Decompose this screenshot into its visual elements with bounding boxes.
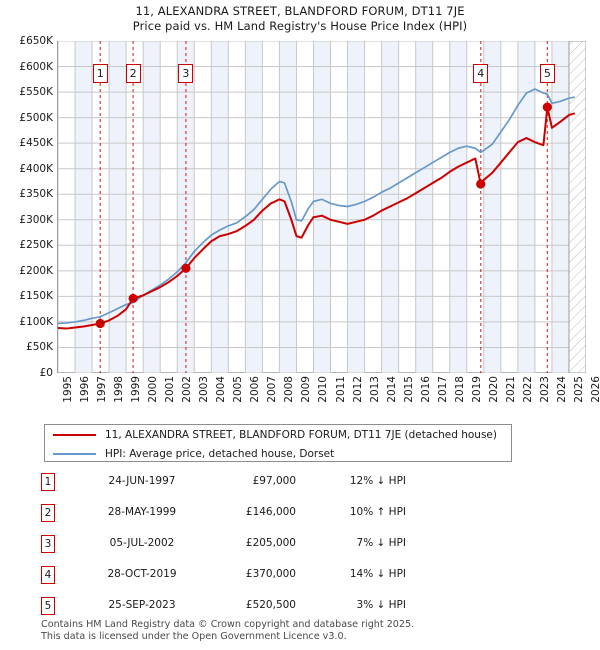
table-row[interactable]: 4 28-OCT-2019 £370,000 14% ↓ HPI — [41, 563, 441, 594]
txn-date: 24-JUN-1997 — [108, 475, 176, 487]
x-tick-label: 2023 — [538, 376, 551, 403]
y-axis: £0 £50K £100K £150K £200K £250K £300K £350K £400… — [0, 35, 53, 379]
x-tick-label: 2022 — [521, 376, 534, 403]
chart-marker-flag-2[interactable]: 2 — [125, 64, 141, 83]
x-tick-label: 2024 — [555, 376, 568, 403]
x-tick-label: 2007 — [266, 376, 279, 403]
txn-date: 28-OCT-2019 — [107, 568, 177, 580]
x-tick-label: 2016 — [419, 376, 432, 403]
x-tick-label: 2019 — [470, 376, 483, 403]
title-line-2: Price paid vs. HM Land Registry's House … — [132, 19, 468, 33]
chart-marker-flag-3[interactable]: 3 — [178, 64, 194, 83]
x-tick-label: 2015 — [402, 376, 415, 403]
txn-price: £520,500 — [245, 599, 296, 611]
year-bands — [75, 41, 569, 373]
x-tick-label: 2011 — [334, 376, 347, 403]
txn-price: £97,000 — [252, 475, 296, 487]
y-tick-label: £100K — [19, 315, 53, 328]
x-axis: 1995 1996 1997 1998 1999 2000 2001 2002 2003 2004… — [57, 376, 600, 416]
txn-hpi-delta: 10% ↑ HPI — [349, 506, 406, 518]
x-tick-label: 2005 — [232, 376, 245, 403]
x-tick-label: 2008 — [283, 376, 296, 403]
x-tick-label: 2009 — [300, 376, 313, 403]
y-tick-label: £400K — [19, 162, 53, 175]
series-lines — [58, 88, 576, 330]
y-tick-label: £300K — [19, 213, 53, 226]
y-tick-label: £250K — [19, 239, 53, 252]
x-tick-label: 2012 — [351, 376, 364, 403]
y-tick-label: £0 — [39, 367, 53, 379]
x-tick-label: 2026 — [590, 376, 600, 403]
x-tick-label: 2000 — [147, 376, 160, 403]
table-row[interactable]: 1 24-JUN-1997 £97,000 12% ↓ HPI — [41, 470, 441, 501]
x-tick-label: 2017 — [436, 376, 449, 403]
footer-line-2: This data is licensed under the Open Gov… — [41, 630, 347, 642]
txn-index-badge: 4 — [41, 566, 55, 584]
x-tick-label: 1997 — [96, 376, 109, 403]
x-tick-label: 2003 — [198, 376, 211, 403]
sale-point-markers — [95, 102, 552, 329]
x-tick-label: 2021 — [504, 376, 517, 403]
y-tick-label: £550K — [19, 86, 53, 99]
chart-legend: 11, ALEXANDRA STREET, BLANDFORD FORUM, D… — [44, 424, 512, 462]
chart-marker-flag-4[interactable]: 4 — [473, 64, 489, 83]
x-tick-label: 2013 — [368, 376, 381, 403]
legend-item-price-paid: 11, ALEXANDRA STREET, BLANDFORD FORUM, D… — [45, 425, 511, 444]
txn-price: £146,000 — [245, 506, 296, 518]
y-tick-label: £50K — [26, 341, 53, 354]
price-history-chart — [58, 41, 586, 373]
txn-hpi-delta: 12% ↓ HPI — [349, 475, 406, 487]
txn-hpi-delta: 7% ↓ HPI — [356, 537, 406, 549]
txn-index-badge: 2 — [41, 504, 55, 522]
x-tick-label: 2002 — [181, 376, 194, 403]
txn-price: £205,000 — [245, 537, 296, 549]
txn-date: 25-SEP-2023 — [108, 599, 176, 611]
legend-swatch-hpi — [53, 452, 96, 455]
txn-index-badge: 5 — [41, 597, 55, 615]
x-tick-label: 2001 — [164, 376, 177, 403]
x-tick-label: 1996 — [79, 376, 92, 403]
txn-index-badge: 1 — [41, 473, 55, 491]
y-tick-label: £500K — [19, 111, 53, 124]
table-row[interactable]: 5 25-SEP-2023 £520,500 3% ↓ HPI — [41, 594, 441, 625]
table-row[interactable]: 3 05-JUL-2002 £205,000 7% ↓ HPI — [41, 532, 441, 563]
legend-swatch-price-paid — [53, 433, 96, 436]
page-title: 11, ALEXANDRA STREET, BLANDFORD FORUM, D… — [0, 4, 600, 34]
title-line-1: 11, ALEXANDRA STREET, BLANDFORD FORUM, D… — [135, 4, 465, 18]
table-row[interactable]: 2 28-MAY-1999 £146,000 10% ↑ HPI — [41, 501, 441, 532]
txn-date: 05-JUL-2002 — [109, 537, 175, 549]
forecast-hatch-region — [568, 41, 586, 373]
y-tick-label: £650K — [19, 35, 53, 47]
x-tick-label: 2018 — [453, 376, 466, 403]
x-tick-label: 2020 — [487, 376, 500, 403]
footer-attribution: Contains HM Land Registry data © Crown c… — [41, 619, 561, 642]
y-tick-label: £350K — [19, 188, 53, 201]
footer-line-1: Contains HM Land Registry data © Crown c… — [41, 619, 415, 630]
y-tick-label: £200K — [19, 264, 53, 277]
x-tick-label: 2014 — [385, 376, 398, 403]
x-tick-label: 1995 — [62, 376, 74, 403]
txn-index-badge: 3 — [41, 535, 55, 553]
transactions-table: 1 24-JUN-1997 £97,000 12% ↓ HPI 2 28-MAY-1999… — [41, 470, 441, 625]
txn-hpi-delta: 14% ↓ HPI — [349, 568, 406, 580]
x-tick-label: 2010 — [317, 376, 330, 403]
x-tick-label: 2006 — [249, 376, 262, 403]
legend-label-price-paid: 11, ALEXANDRA STREET, BLANDFORD FORUM, D… — [105, 428, 497, 441]
chart-marker-flag-5[interactable]: 5 — [539, 64, 555, 83]
x-tick-label: 1998 — [113, 376, 126, 403]
x-tick-label: 2004 — [215, 376, 228, 403]
legend-label-hpi: HPI: Average price, detached house, Dors… — [105, 447, 335, 460]
y-tick-label: £600K — [19, 60, 53, 73]
txn-hpi-delta: 3% ↓ HPI — [356, 599, 406, 611]
txn-date: 28-MAY-1999 — [107, 506, 177, 518]
legend-item-hpi: HPI: Average price, detached house, Dors… — [45, 444, 511, 463]
x-tick-label: 2025 — [572, 376, 585, 403]
chart-marker-flag-1[interactable]: 1 — [92, 64, 108, 83]
txn-price: £370,000 — [245, 568, 296, 580]
x-tick-label: 1999 — [130, 376, 143, 403]
y-tick-label: £150K — [19, 290, 53, 303]
y-tick-label: £450K — [19, 137, 53, 150]
